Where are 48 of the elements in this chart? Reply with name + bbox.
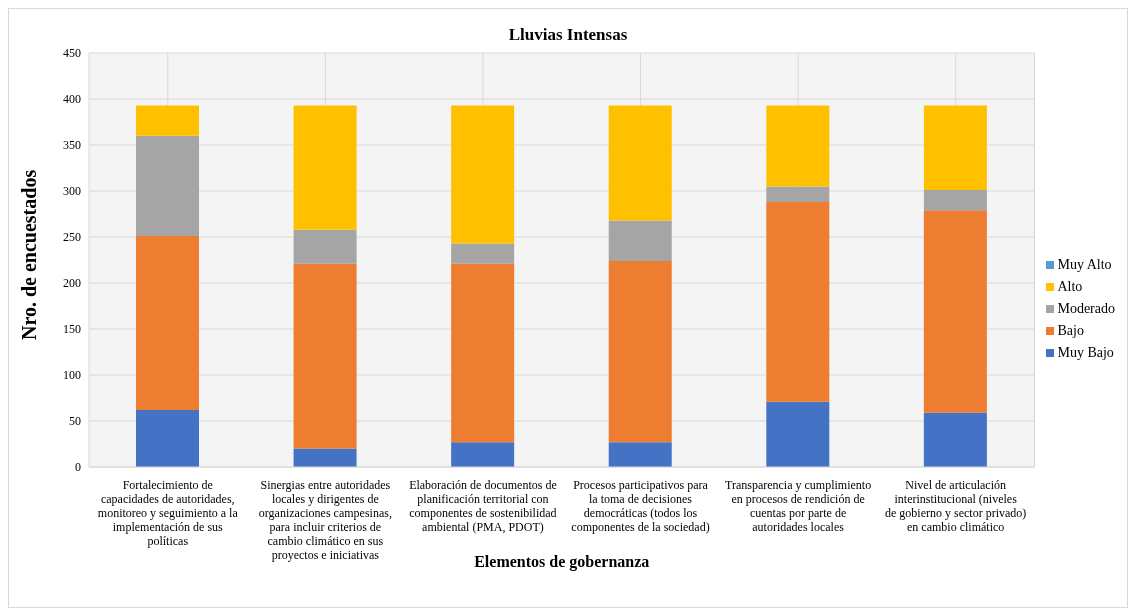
bar [451,263,515,443]
y-axis-title: Nro. de encuestados [18,169,41,340]
x-tick-label: Nivel de articulación interinstitucional (niveles de gobierno y sector privado) en cambio climático [885,478,1027,534]
legend-label: Moderado [1057,301,1115,317]
legend-label: Muy Bajo [1057,345,1114,361]
x-tick-label: Sinergias entre autoridades locales y dirigentes de organizaciones campesinas, para incluir criterios de cambio climático en sus proyectos e iniciativas [258,478,392,562]
bar [766,186,830,203]
bar [608,260,672,443]
bar [136,135,199,237]
y-tick-label: 350 [63,138,81,153]
bar [766,202,830,402]
y-tick-label: 50 [69,414,81,429]
x-tick-label: Procesos participativos para la toma de decisiones democráticas (todos los componentes de la sociedad) [571,478,710,534]
bar [766,105,830,187]
legend-label: Alto [1057,279,1083,295]
bar [293,105,357,230]
legend-label: Muy Alto [1057,257,1112,273]
bar [608,105,672,221]
bar [293,263,357,449]
y-tick-label: 400 [63,92,81,107]
bar [608,220,672,261]
bar [923,190,987,211]
y-tick-label: 0 [75,460,81,475]
bar [451,442,515,467]
y-tick-label: 250 [63,230,81,245]
y-tick-label: 450 [63,46,81,61]
y-tick-label: 150 [63,322,81,337]
y-tick-label: 200 [63,276,81,291]
bar [451,243,515,264]
bar [766,401,830,467]
bar [923,210,987,413]
x-axis-title: Elementos de gobernanza [474,553,650,571]
bar [136,236,199,410]
bar [923,105,987,191]
bar [293,448,357,467]
legend-label: Bajo [1057,323,1084,339]
chart-title: Lluvias Intensas [507,25,629,46]
y-tick-label: 100 [63,368,81,383]
bar [293,229,357,264]
bar [608,442,672,467]
bar [451,105,515,244]
x-tick-label: Elaboración de documentos de planificación territorial con componentes de sostenibilidad ambiental (PMA, PDOT) [409,478,557,534]
x-tick-label: Transparencia y cumplimiento en procesos de rendición de cuentas por parte de autoridades locales [724,478,872,534]
bar [923,412,987,467]
bar [136,105,199,136]
x-tick-label: Fortalecimiento de capacidades de autoridades, monitoreo y seguimiento a la implementación de sus políticas [97,478,239,548]
bar [136,409,199,467]
y-tick-label: 300 [63,184,81,199]
